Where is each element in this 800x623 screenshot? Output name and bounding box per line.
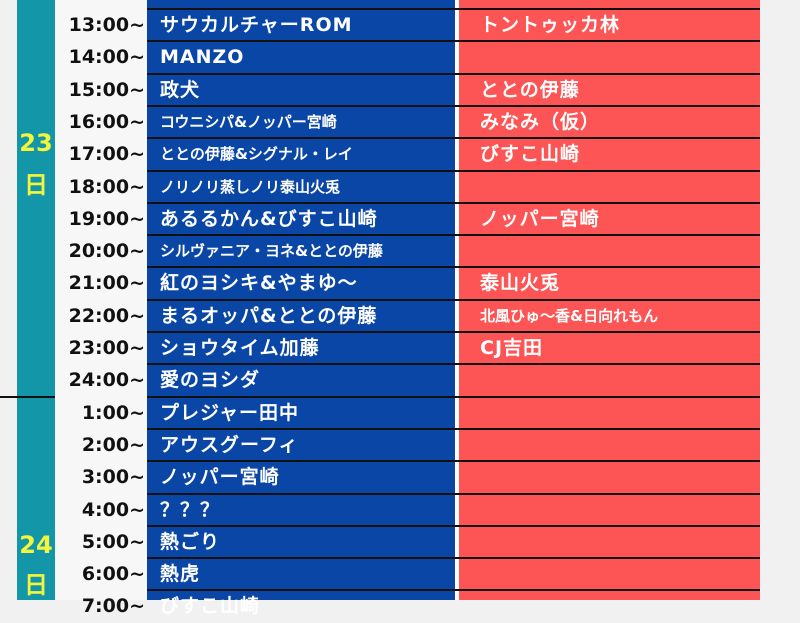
row-divider: [147, 201, 760, 204]
red-slot-name: [480, 41, 755, 73]
red-slot-name: [480, 397, 755, 429]
time-slot-label: 20:00~: [68, 240, 145, 263]
row-divider: [147, 589, 760, 592]
row-divider: [147, 234, 760, 237]
time-slot-label: 7:00~: [81, 595, 145, 618]
blue-slot-name: シルヴァニア・ヨネ&ととの伊藤: [160, 242, 383, 261]
time-slot-label: 13:00~: [68, 14, 145, 36]
time-slot-label: 5:00~: [81, 530, 145, 553]
red-slot-name: [480, 171, 755, 203]
blue-slot-name: ショウタイム加藤: [160, 337, 320, 359]
blue-slot-name: MANZO: [160, 46, 245, 69]
row-divider: [147, 557, 760, 560]
time-slot-label: 24:00~: [68, 369, 145, 392]
row-divider: [147, 8, 760, 10]
blue-slot-name: コウニシパ&ノッパー宮崎: [160, 112, 337, 131]
time-slot-label: 19:00~: [68, 207, 145, 230]
row-divider: [147, 524, 760, 527]
red-slot-name: CJ吉田: [480, 337, 544, 359]
blue-slot-name: プレジャー田中: [160, 401, 300, 424]
row-divider: [147, 395, 760, 398]
time-slot-label: 6:00~: [81, 563, 145, 586]
blue-slot-name: サウカルチャーROM: [160, 14, 353, 36]
red-slot-name: びすこ山崎: [480, 143, 581, 166]
row-divider: [147, 331, 760, 333]
row-divider: [147, 427, 760, 430]
blue-slot-name: ノリノリ蒸しノリ泰山火兎: [160, 177, 341, 196]
day-23-unit: 日: [24, 171, 48, 199]
blue-slot-name: あるるかん&びすこ山崎: [160, 207, 378, 230]
red-slot-name: [480, 494, 755, 526]
time-slot-label: 23:00~: [68, 337, 145, 359]
time-slot-label: 2:00~: [81, 433, 145, 456]
row-divider: [147, 40, 760, 43]
row-divider: [147, 363, 760, 366]
row-divider: [147, 492, 760, 495]
time-slot-label: 4:00~: [81, 498, 145, 521]
blue-slot-name: 政犬: [160, 78, 201, 101]
red-slot-name: ノッパー宮崎: [480, 207, 600, 230]
blue-slot-name: 愛のヨシダ: [160, 369, 261, 392]
time-slot-label: 22:00~: [68, 304, 145, 327]
red-slot-name: 泰山火兎: [480, 272, 561, 295]
day-24-number: 24: [19, 531, 53, 559]
row-divider: [147, 169, 760, 172]
red-slot-name: [480, 429, 755, 461]
blue-slot-name: 熱虎: [160, 563, 201, 586]
blue-slot-name: ととの伊藤&シグナル・レイ: [160, 145, 353, 164]
red-slot-name: みなみ（仮）: [480, 110, 601, 133]
time-slot-label: 15:00~: [68, 78, 145, 101]
blue-slot-name: アウスグーフィ: [160, 433, 299, 456]
blue-slot-name: ノッパー宮崎: [160, 466, 280, 489]
time-slot-label: 14:00~: [68, 46, 145, 69]
day-23-number: 23: [19, 129, 53, 157]
row-divider: [147, 137, 760, 140]
time-slot-label: 3:00~: [81, 466, 145, 489]
row-divider: [147, 266, 760, 269]
red-slot-name: [480, 461, 755, 493]
row-divider: [147, 104, 760, 107]
red-slot-name: [480, 364, 755, 396]
row-divider: [147, 298, 760, 301]
time-column: [55, 0, 147, 600]
blue-slot-name: 熱ごり: [160, 530, 221, 553]
red-slot-name: [480, 235, 755, 267]
day-band: [17, 0, 55, 600]
blue-slot-name: びすこ山崎: [160, 595, 261, 618]
red-slot-name: ととの伊藤: [480, 78, 580, 101]
blue-slot-name: 紅のヨシキ&やまゆ～: [160, 272, 358, 295]
row-divider: [147, 460, 760, 463]
row-divider: [147, 72, 760, 75]
red-slot-name: トントゥッカ林: [480, 14, 621, 36]
red-slot-name: [480, 590, 755, 622]
blue-slot-name: まるオッパ&ととの伊藤: [160, 304, 378, 327]
day-24-unit: 日: [24, 571, 48, 599]
time-slot-label: 1:00~: [81, 401, 145, 424]
red-slot-name: [480, 558, 755, 590]
time-slot-label: 17:00~: [68, 143, 145, 166]
day-divider: [0, 396, 55, 398]
blue-slot-name: ？？？: [160, 498, 221, 521]
time-slot-label: 21:00~: [68, 272, 145, 295]
red-slot-name: 北風ひゅ～香&日向れもん: [480, 306, 659, 325]
red-slot-name: [480, 526, 755, 558]
time-slot-label: 12:00~: [55, 0, 145, 9]
time-slot-label: 18:00~: [68, 175, 145, 198]
time-slot-label: 16:00~: [68, 110, 145, 133]
